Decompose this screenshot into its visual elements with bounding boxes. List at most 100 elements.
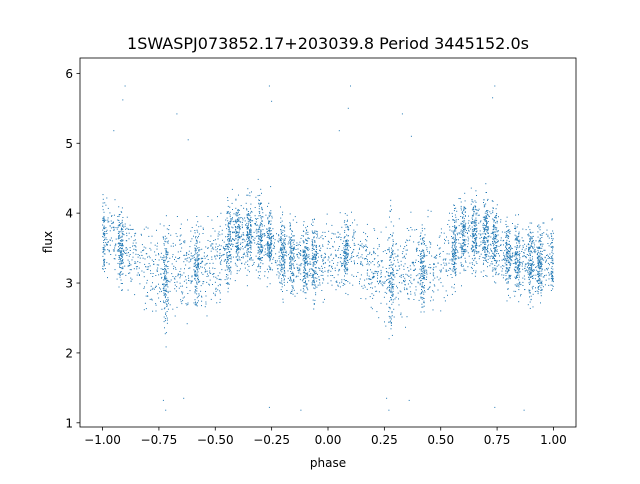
data-point bbox=[392, 293, 394, 295]
data-point bbox=[416, 229, 418, 230]
data-point bbox=[182, 297, 184, 299]
data-point bbox=[211, 258, 213, 260]
data-point bbox=[123, 249, 125, 251]
data-point bbox=[281, 248, 282, 250]
data-point bbox=[547, 269, 548, 271]
data-point bbox=[405, 249, 407, 251]
data-point bbox=[145, 308, 147, 310]
data-point bbox=[532, 276, 533, 277]
data-point bbox=[290, 264, 292, 266]
data-point bbox=[283, 274, 285, 276]
data-point bbox=[267, 233, 268, 234]
data-point bbox=[186, 252, 188, 254]
data-point bbox=[269, 248, 270, 250]
data-point bbox=[291, 275, 293, 276]
data-point bbox=[327, 270, 329, 272]
data-point bbox=[485, 183, 487, 185]
data-point bbox=[494, 259, 496, 261]
data-point bbox=[360, 274, 362, 276]
data-point bbox=[226, 256, 228, 258]
data-point bbox=[228, 259, 229, 261]
data-point bbox=[307, 234, 309, 235]
data-point bbox=[454, 220, 456, 222]
data-point bbox=[495, 272, 497, 274]
data-point bbox=[237, 254, 239, 256]
data-point bbox=[388, 280, 390, 282]
data-point bbox=[290, 246, 292, 248]
data-point bbox=[162, 289, 164, 291]
data-point bbox=[527, 271, 529, 273]
data-point bbox=[196, 247, 198, 249]
data-point bbox=[386, 253, 388, 254]
data-point bbox=[445, 259, 446, 261]
data-point bbox=[343, 240, 345, 242]
data-point bbox=[482, 226, 484, 228]
data-point bbox=[169, 281, 171, 283]
data-point bbox=[185, 303, 187, 305]
data-point bbox=[424, 266, 426, 268]
data-point bbox=[200, 225, 202, 227]
data-point bbox=[548, 274, 550, 276]
data-point bbox=[488, 235, 490, 237]
data-point bbox=[475, 239, 477, 240]
data-point bbox=[508, 243, 510, 245]
data-point bbox=[337, 274, 339, 276]
data-point bbox=[391, 303, 393, 305]
data-point bbox=[323, 257, 325, 259]
data-point bbox=[480, 244, 482, 246]
data-point bbox=[297, 248, 299, 250]
data-point bbox=[235, 212, 237, 214]
data-point bbox=[366, 263, 368, 265]
data-point bbox=[344, 224, 346, 226]
data-point bbox=[274, 242, 275, 244]
data-point bbox=[483, 228, 485, 230]
data-point bbox=[472, 221, 474, 223]
data-point bbox=[507, 256, 509, 258]
data-point bbox=[483, 242, 485, 244]
data-point bbox=[279, 273, 281, 275]
data-point bbox=[268, 265, 270, 267]
data-point bbox=[227, 261, 229, 263]
data-point bbox=[485, 241, 487, 243]
data-point bbox=[151, 299, 153, 301]
data-point bbox=[267, 277, 269, 279]
data-point bbox=[314, 232, 316, 234]
data-point bbox=[293, 240, 295, 242]
data-point bbox=[312, 264, 314, 266]
data-point bbox=[104, 271, 105, 273]
data-point bbox=[227, 267, 229, 269]
data-point bbox=[440, 282, 442, 284]
data-point bbox=[495, 274, 497, 276]
data-points bbox=[102, 85, 554, 411]
data-point bbox=[268, 251, 270, 253]
data-point bbox=[158, 253, 159, 255]
data-point bbox=[227, 224, 229, 226]
data-point bbox=[289, 257, 291, 258]
data-point bbox=[388, 286, 390, 288]
data-point bbox=[507, 236, 509, 237]
data-point bbox=[495, 208, 497, 210]
data-point bbox=[269, 245, 271, 247]
data-point bbox=[347, 219, 348, 221]
data-point bbox=[478, 258, 480, 260]
data-point bbox=[178, 287, 180, 289]
data-point bbox=[186, 260, 188, 262]
data-point bbox=[501, 274, 503, 276]
data-point bbox=[235, 229, 237, 231]
data-point bbox=[336, 282, 338, 283]
data-point bbox=[229, 222, 231, 224]
data-point bbox=[389, 308, 391, 310]
data-point bbox=[103, 248, 105, 250]
data-point bbox=[177, 275, 179, 277]
data-point bbox=[498, 230, 499, 232]
data-point bbox=[380, 273, 382, 275]
data-point bbox=[495, 260, 497, 262]
data-point bbox=[149, 247, 151, 249]
data-point bbox=[470, 235, 471, 237]
data-point bbox=[250, 233, 252, 235]
data-point bbox=[228, 268, 230, 270]
data-point bbox=[148, 255, 150, 257]
data-point bbox=[388, 338, 390, 340]
data-point bbox=[196, 259, 198, 261]
